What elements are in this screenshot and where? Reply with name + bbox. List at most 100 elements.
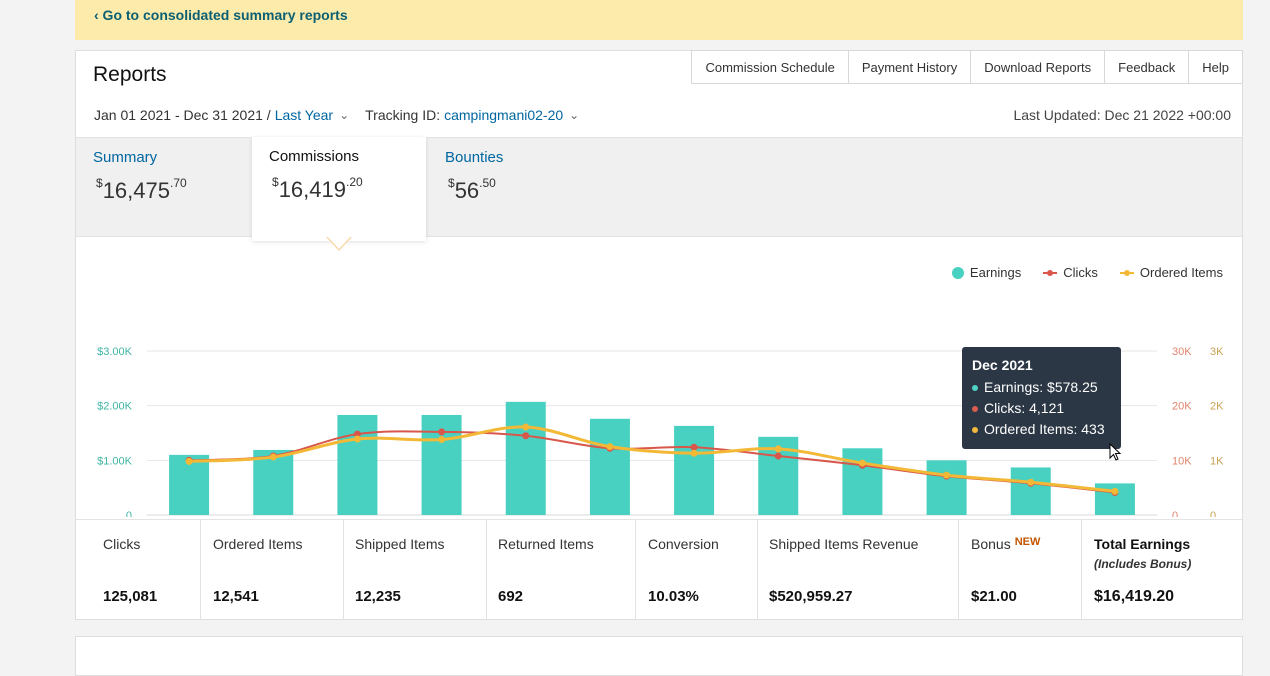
feedback-button[interactable]: Feedback bbox=[1104, 50, 1190, 84]
earnings-dot-icon bbox=[951, 266, 964, 279]
tab-commissions[interactable]: Commissions $16,419.20 bbox=[252, 137, 426, 241]
page-title: Reports bbox=[93, 63, 167, 86]
chevron-down-icon[interactable]: ⌄ bbox=[569, 108, 580, 122]
earnings-bar bbox=[674, 425, 715, 515]
tab-bounties-label: Bounties bbox=[445, 149, 504, 166]
report-nav: Commission Schedule Payment History Down… bbox=[691, 50, 1243, 84]
legend-ordered-items[interactable]: Ordered Items bbox=[1119, 265, 1223, 280]
stat-returned-items: Returned Items 692 bbox=[487, 520, 636, 620]
tab-commissions-label: Commissions bbox=[269, 148, 360, 165]
next-section-card bbox=[75, 636, 1243, 676]
ordered-items-point bbox=[858, 459, 866, 467]
tooltip-clicks: Clicks: 4,121 bbox=[972, 398, 1111, 419]
stat-label: Conversion bbox=[648, 536, 719, 552]
help-button[interactable]: Help bbox=[1188, 50, 1243, 84]
left-axis-tick: 0 bbox=[126, 510, 132, 517]
stat-label: Returned Items bbox=[498, 536, 594, 552]
stat-value: 12,541 bbox=[213, 588, 259, 605]
right-axis-tick: 0 bbox=[1210, 510, 1216, 517]
legend-clicks-label: Clicks bbox=[1063, 265, 1098, 280]
stat-label: Ordered Items bbox=[213, 536, 303, 552]
stat-value: 12,235 bbox=[355, 588, 401, 605]
ordered-items-point bbox=[353, 435, 361, 443]
ordered-items-line bbox=[189, 425, 1116, 493]
stat-value: $21.00 bbox=[971, 588, 1017, 605]
tracking-id-dropdown[interactable]: campingmani02-20 bbox=[444, 107, 564, 123]
right-axis-tick: 1K bbox=[1210, 455, 1224, 467]
clicks-point bbox=[522, 432, 530, 440]
consolidated-banner: ‹ Go to consolidated summary reports bbox=[75, 0, 1243, 40]
stat-value: 10.03% bbox=[648, 588, 699, 605]
left-axis-tick: $2.00K bbox=[97, 401, 133, 413]
left-axis-tick: $3.00K bbox=[97, 346, 133, 358]
middle-axis-tick: 0 bbox=[1172, 510, 1178, 517]
right-axis-tick: 2K bbox=[1210, 401, 1224, 413]
commissions-amount: $16,419.20 bbox=[272, 175, 363, 202]
last-updated: Last Updated: Dec 21 2022 +00:00 bbox=[1013, 107, 1231, 123]
left-axis-tick: $1.00K bbox=[97, 455, 133, 467]
stat-label: Bonus NEW bbox=[971, 536, 1041, 552]
earnings-bar bbox=[505, 401, 546, 515]
earnings-bar bbox=[926, 460, 967, 515]
stat-label: Total Earnings (Includes Bonus) bbox=[1094, 536, 1192, 571]
bounties-amount: $56.50 bbox=[448, 176, 496, 203]
ordered-items-line-icon bbox=[1119, 268, 1134, 278]
ordered-items-point bbox=[943, 471, 951, 479]
stat-ordered-items: Ordered Items 12,541 bbox=[201, 520, 344, 620]
commission-schedule-button[interactable]: Commission Schedule bbox=[691, 50, 849, 84]
clicks-point bbox=[774, 452, 782, 460]
earnings-bar bbox=[842, 448, 883, 515]
tooltip-title: Dec 2021 bbox=[972, 357, 1033, 373]
stat-clicks: Clicks 125,081 bbox=[76, 520, 201, 620]
stat-shipped-items: Shipped Items 12,235 bbox=[344, 520, 487, 620]
chevron-down-icon[interactable]: ⌄ bbox=[339, 108, 350, 122]
legend-earnings-label: Earnings bbox=[969, 265, 1022, 280]
middle-axis-tick: 20K bbox=[1172, 401, 1192, 413]
chart-legend: Earnings Clicks Ordered Items bbox=[930, 265, 1223, 280]
ordered-items-point bbox=[522, 423, 530, 431]
legend-ordered-label: Ordered Items bbox=[1139, 265, 1223, 280]
legend-earnings[interactable]: Earnings bbox=[951, 265, 1022, 280]
tab-summary-label: Summary bbox=[93, 149, 158, 166]
summary-amount: $16,475.70 bbox=[96, 176, 187, 203]
download-reports-button[interactable]: Download Reports bbox=[970, 50, 1106, 84]
stat-conversion: Conversion 10.03% bbox=[636, 520, 758, 620]
clicks-point bbox=[438, 428, 446, 436]
mouse-cursor-icon bbox=[1109, 443, 1122, 461]
report-filters: Jan 01 2021 - Dec 31 2021 / Last Year ⌄ … bbox=[94, 107, 587, 123]
stat-value: $16,419.20 bbox=[1094, 588, 1175, 605]
tracking-id-label: Tracking ID: bbox=[365, 107, 441, 123]
stat-label: Clicks bbox=[103, 536, 141, 552]
period-dropdown[interactable]: Last Year bbox=[274, 107, 334, 123]
ordered-items-point bbox=[690, 449, 698, 457]
earnings-bar bbox=[1010, 467, 1051, 515]
tab-summary[interactable]: Summary $16,475.70 bbox=[76, 138, 252, 238]
stat-label: Shipped Items Revenue bbox=[769, 536, 919, 552]
stat-value: 125,081 bbox=[103, 588, 158, 605]
payment-history-button[interactable]: Payment History bbox=[847, 50, 972, 84]
active-tab-pointer bbox=[326, 236, 352, 251]
stat-value: $520,959.27 bbox=[769, 588, 853, 605]
ordered-items-point bbox=[1111, 487, 1119, 495]
tooltip-earnings: Earnings: $578.25 bbox=[972, 377, 1111, 398]
ordered-items-point bbox=[438, 436, 446, 444]
legend-clicks[interactable]: Clicks bbox=[1043, 265, 1098, 280]
tab-bounties[interactable]: Bounties $56.50 bbox=[428, 138, 598, 238]
report-tabs: Summary $16,475.70 Commissions $16,419.2… bbox=[76, 137, 1242, 241]
stat-value: 692 bbox=[498, 588, 524, 605]
clicks-line-icon bbox=[1043, 268, 1058, 278]
stat-bonus: Bonus NEW $21.00 bbox=[959, 520, 1082, 620]
ordered-items-point bbox=[269, 453, 277, 461]
earnings-chart: 000$1.00K10K1K$2.00K20K2K$3.00K30K3KJan … bbox=[97, 346, 1224, 517]
ordered-items-point bbox=[185, 457, 193, 465]
clicks-point bbox=[353, 430, 361, 438]
clicks-point bbox=[690, 443, 698, 451]
date-range: Jan 01 2021 - Dec 31 2021 / bbox=[94, 107, 271, 123]
ordered-items-point bbox=[774, 445, 782, 453]
earnings-bar bbox=[589, 418, 630, 515]
ordered-items-point bbox=[606, 443, 614, 451]
middle-axis-tick: 10K bbox=[1172, 455, 1192, 467]
stat-total-earnings: Total Earnings (Includes Bonus) $16,419.2… bbox=[1082, 520, 1242, 620]
earnings-bar bbox=[253, 449, 294, 515]
consolidated-summary-link[interactable]: ‹ Go to consolidated summary reports bbox=[94, 7, 348, 23]
